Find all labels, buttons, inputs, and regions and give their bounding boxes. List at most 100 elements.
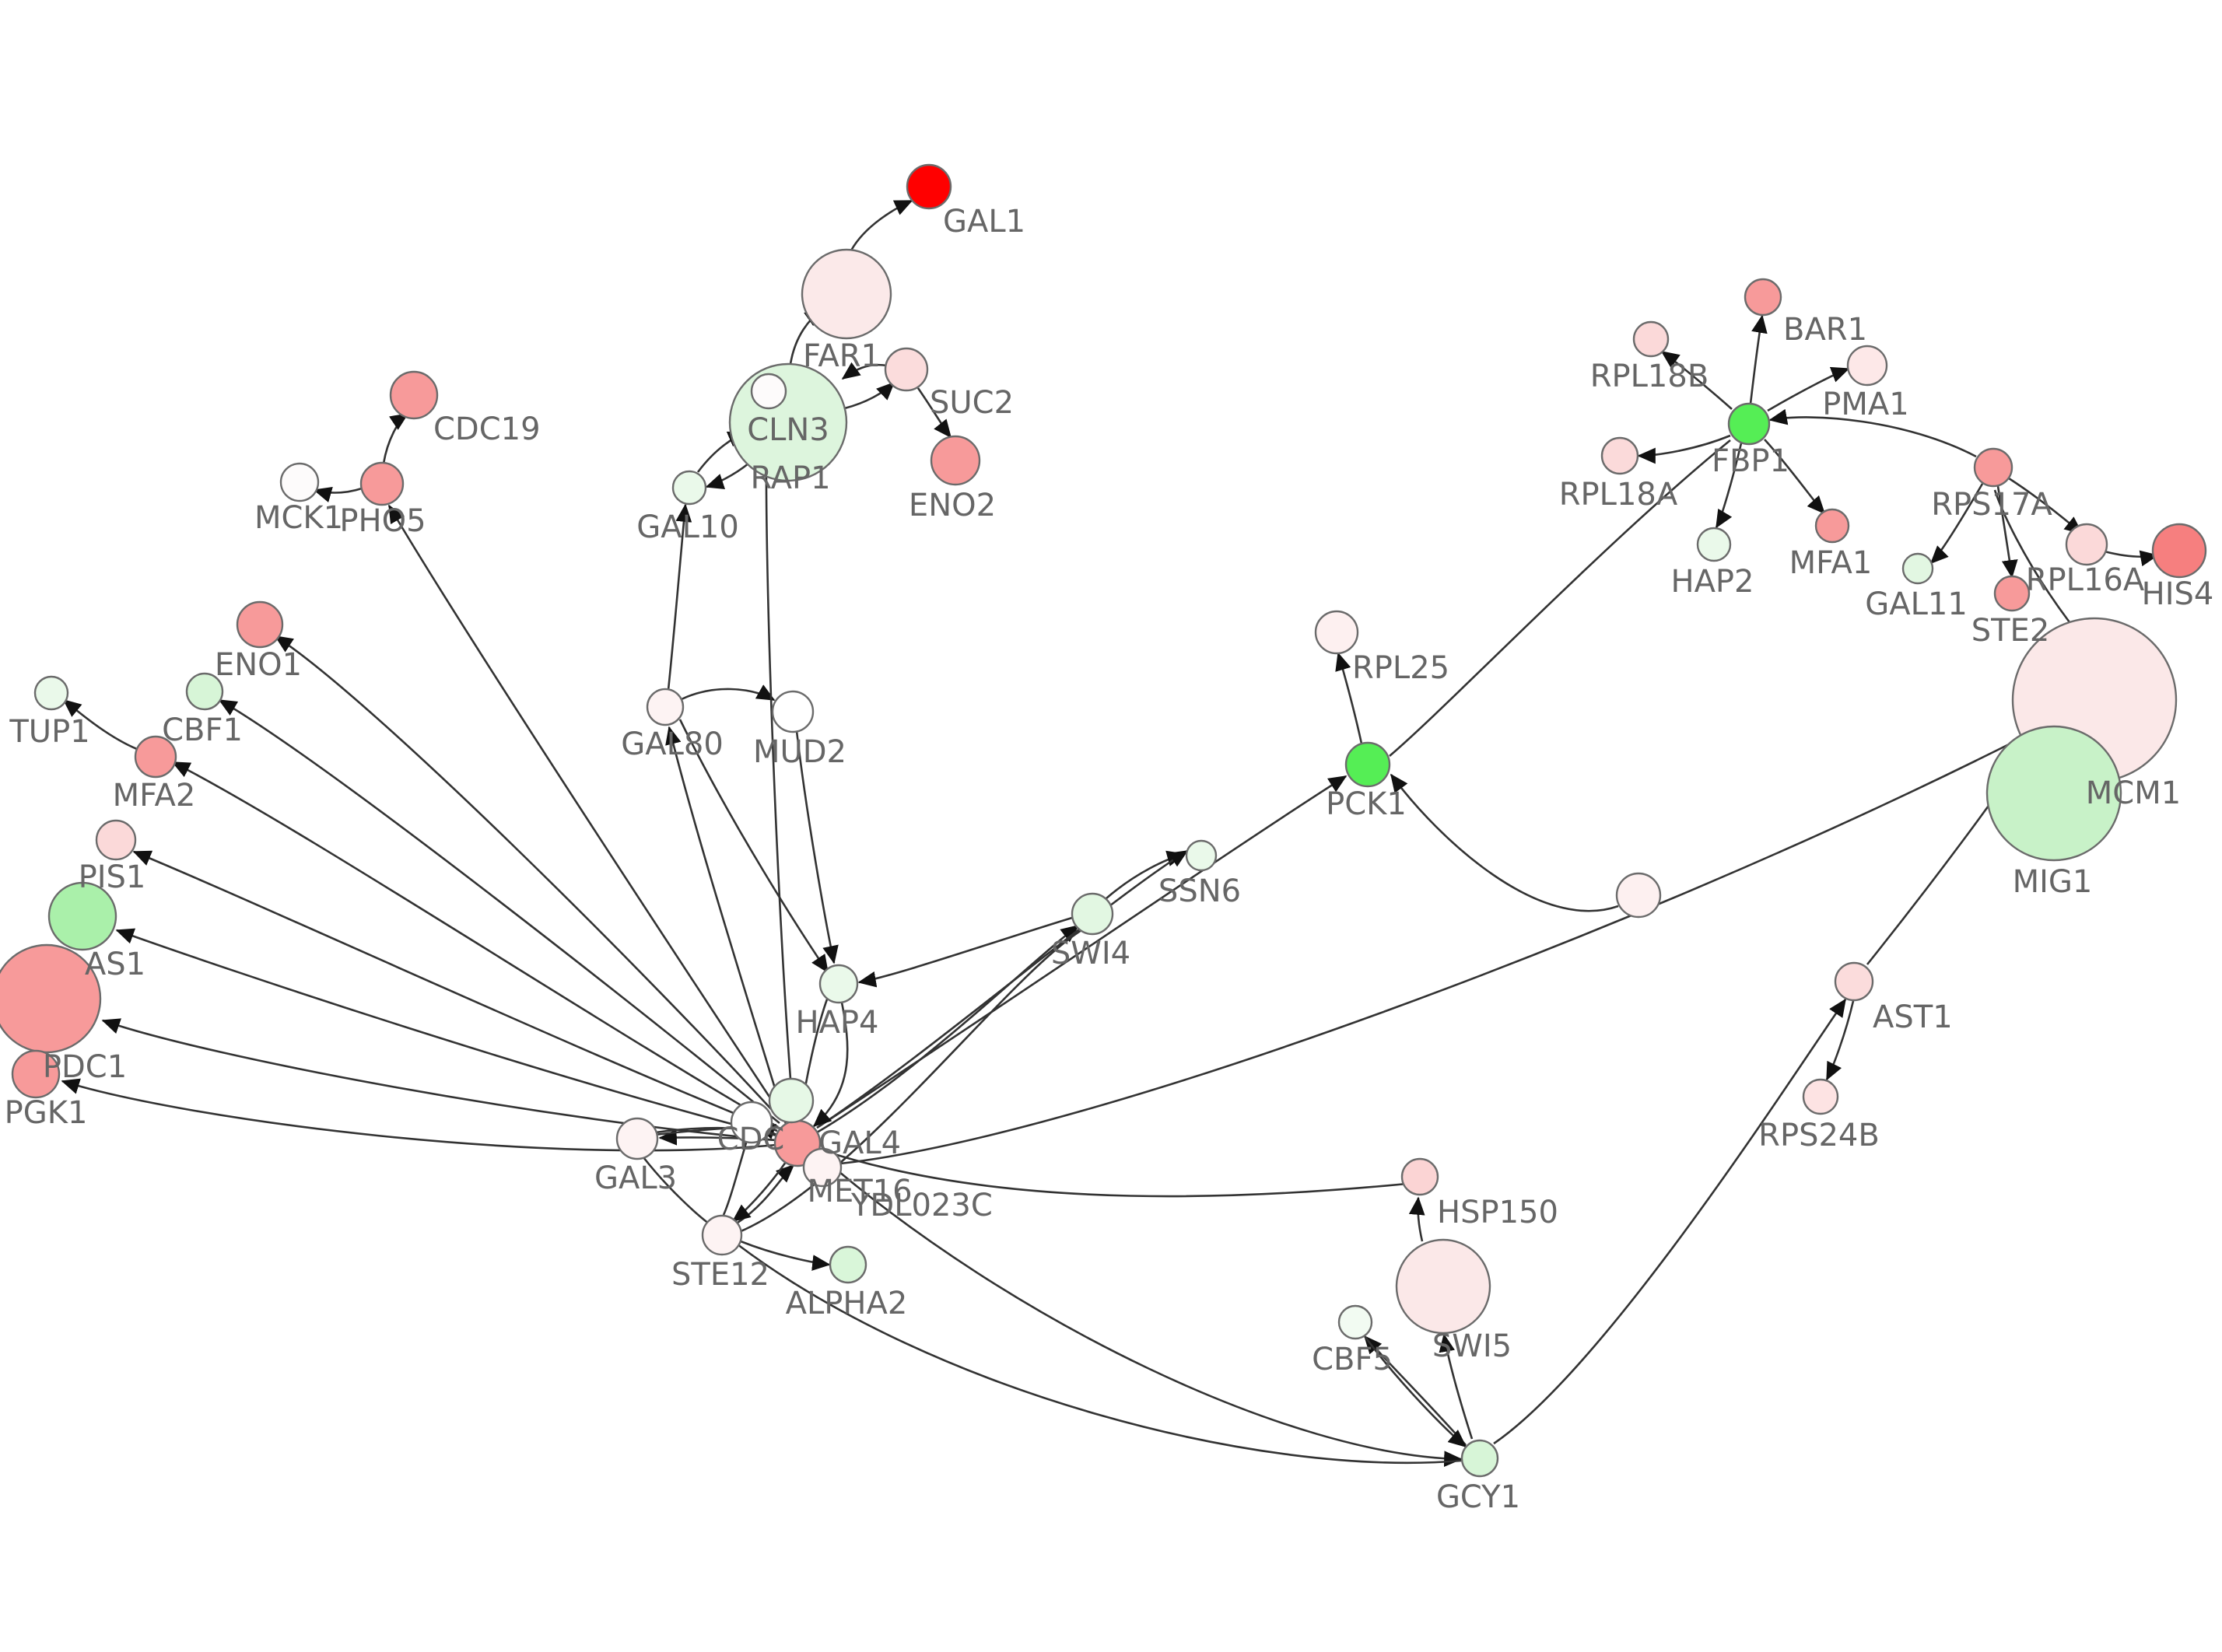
node-suc2[interactable] bbox=[884, 347, 929, 392]
node-rpl18a[interactable] bbox=[1600, 436, 1639, 475]
node-ste2[interactable] bbox=[1993, 575, 2031, 612]
edge-PHO5-to-CDC19 bbox=[382, 412, 409, 464]
edge-FBP1-to-MFA1 bbox=[1764, 439, 1826, 515]
node-rpl18b[interactable] bbox=[1632, 320, 1670, 358]
edge-PCK1-to-RPL25 bbox=[1335, 652, 1363, 744]
node-label-pho5: PHO5 bbox=[339, 503, 426, 539]
node-label-fbp1: FBP1 bbox=[1712, 443, 1789, 479]
node-pma1[interactable] bbox=[1846, 345, 1888, 387]
node-mfa2[interactable] bbox=[134, 735, 177, 779]
edge-GAL4-to-STE12 bbox=[731, 1161, 787, 1223]
edge-GAL4-to-PIS1 bbox=[132, 850, 778, 1132]
node-as1[interactable] bbox=[47, 881, 117, 951]
edge-STE12-to-SWI4 bbox=[738, 929, 1082, 1234]
edge-GAL80-to-MUD2 bbox=[681, 684, 776, 702]
node-label-mck1: MCK1 bbox=[254, 500, 343, 536]
edge-STE12-to-GAL4 bbox=[737, 1164, 795, 1224]
node-mfa1[interactable] bbox=[1814, 508, 1850, 544]
node-label-cdc: CDC bbox=[717, 1122, 785, 1157]
edge-GCY1-to-SWI5 bbox=[1439, 1333, 1474, 1440]
node-hap4[interactable] bbox=[818, 964, 859, 1004]
edge-RPS17A-to-GAL11 bbox=[1929, 483, 1984, 565]
node-label-eno1: ENO1 bbox=[215, 647, 302, 683]
node-hsp150[interactable] bbox=[1400, 1157, 1439, 1196]
node-cdc[interactable] bbox=[730, 1101, 773, 1144]
node-rpl16a[interactable] bbox=[2065, 523, 2108, 566]
node-swi5[interactable] bbox=[1395, 1238, 1491, 1335]
node-swi4[interactable] bbox=[1071, 892, 1114, 936]
node-cdc19[interactable] bbox=[389, 370, 439, 420]
node-gal11[interactable] bbox=[1901, 552, 1934, 585]
node-label-gal80: GAL80 bbox=[621, 726, 724, 762]
node-mig1[interactable] bbox=[1985, 725, 2122, 862]
edge-GAL4-to-ENO1 bbox=[274, 635, 782, 1121]
node-pis1[interactable] bbox=[95, 819, 137, 861]
node-label-mcm1: MCM1 bbox=[2086, 775, 2181, 811]
edge-MUD2-to-HAP4 bbox=[795, 730, 839, 964]
node-label-swi4: SWI4 bbox=[1051, 936, 1130, 971]
node-gal10[interactable] bbox=[671, 470, 707, 506]
edge-GAL4-to-CBF1 bbox=[218, 698, 780, 1125]
node-his4[interactable] bbox=[2151, 523, 2207, 579]
node-label-rps24b: RPS24B bbox=[1758, 1118, 1880, 1153]
node-fbp1[interactable] bbox=[1727, 402, 1771, 446]
node-alpha2[interactable] bbox=[829, 1245, 867, 1284]
node-ste12[interactable] bbox=[701, 1214, 743, 1256]
node-ydl023c[interactable] bbox=[802, 1147, 843, 1188]
node-label-pgk1: PGK1 bbox=[5, 1095, 88, 1131]
node-hub2[interactable] bbox=[1615, 872, 1662, 919]
node-rap1[interactable] bbox=[750, 373, 787, 410]
node-mud2[interactable] bbox=[771, 690, 815, 733]
node-label-mud2: MUD2 bbox=[753, 734, 846, 770]
node-bar1[interactable] bbox=[1744, 278, 1782, 317]
node-eno1[interactable] bbox=[236, 600, 284, 649]
node-label-rpl18b: RPL18B bbox=[1590, 359, 1709, 394]
edge-SWI4-to-HAP4 bbox=[857, 916, 1073, 988]
edge-HUB2-to-PCK1 bbox=[1390, 773, 1619, 912]
edge-MCM1-to-RPS17A bbox=[1993, 489, 2071, 623]
node-rps17a[interactable] bbox=[1973, 447, 2013, 488]
edge-FBP1-to-RPL18B bbox=[1660, 350, 1733, 410]
node-met16[interactable] bbox=[768, 1077, 815, 1124]
edge-FBP1-to-BAR1 bbox=[1749, 314, 1768, 404]
node-pgk1[interactable] bbox=[11, 1049, 61, 1099]
node-layer bbox=[0, 163, 2207, 1478]
node-far1[interactable] bbox=[801, 248, 892, 340]
edge-FBP1-to-PMA1 bbox=[1767, 366, 1850, 412]
edge-FAR1-to-GAL1 bbox=[850, 199, 913, 251]
node-label-as1: AS1 bbox=[85, 947, 145, 982]
edge-GAL4-to-PDC1 bbox=[101, 1018, 777, 1142]
node-label-rap1: RAP1 bbox=[750, 460, 830, 496]
node-label-pck1: PCK1 bbox=[1326, 786, 1407, 822]
node-label-gal4: GAL4 bbox=[818, 1125, 901, 1161]
node-label-rpl16a: RPL16A bbox=[2026, 562, 2145, 598]
node-label-gal11: GAL11 bbox=[1865, 586, 1968, 622]
node-ast1[interactable] bbox=[1834, 961, 1874, 1002]
node-label-pdc1: PDC1 bbox=[43, 1049, 127, 1085]
node-cbf5[interactable] bbox=[1337, 1304, 1373, 1340]
edge-PHO5-to-MCK1 bbox=[313, 486, 363, 502]
node-pho5[interactable] bbox=[359, 461, 405, 506]
node-mck1[interactable] bbox=[279, 462, 320, 502]
node-eno2[interactable] bbox=[930, 435, 981, 486]
node-gal1[interactable] bbox=[906, 163, 952, 210]
node-label-gal10: GAL10 bbox=[636, 509, 739, 545]
node-gal80[interactable] bbox=[646, 688, 685, 726]
node-hap2[interactable] bbox=[1696, 527, 1732, 562]
node-tup1[interactable] bbox=[33, 675, 69, 711]
node-ssn6[interactable] bbox=[1185, 839, 1218, 872]
node-label-ste2: STE2 bbox=[1971, 613, 2050, 649]
node-label-cbf5: CBF5 bbox=[1312, 1342, 1393, 1377]
node-rps24b[interactable] bbox=[1802, 1078, 1839, 1115]
node-pck1[interactable] bbox=[1344, 741, 1391, 788]
node-gal3[interactable] bbox=[615, 1117, 659, 1160]
node-pdc1[interactable] bbox=[0, 943, 102, 1054]
edge-layer bbox=[61, 199, 2159, 1467]
node-cbf1[interactable] bbox=[185, 672, 224, 711]
node-rpl25[interactable] bbox=[1314, 610, 1359, 655]
node-gcy1[interactable] bbox=[1460, 1439, 1499, 1478]
edge-GAL4-to-HSP150 bbox=[819, 1148, 1407, 1198]
label-layer: GAL1 FAR1 SUC2 ENO2 CLN3 RAP1 GAL10 CDC19 MCK1PH… bbox=[5, 204, 2214, 1515]
edge-FBP1-to-RPL18A bbox=[1637, 434, 1731, 464]
